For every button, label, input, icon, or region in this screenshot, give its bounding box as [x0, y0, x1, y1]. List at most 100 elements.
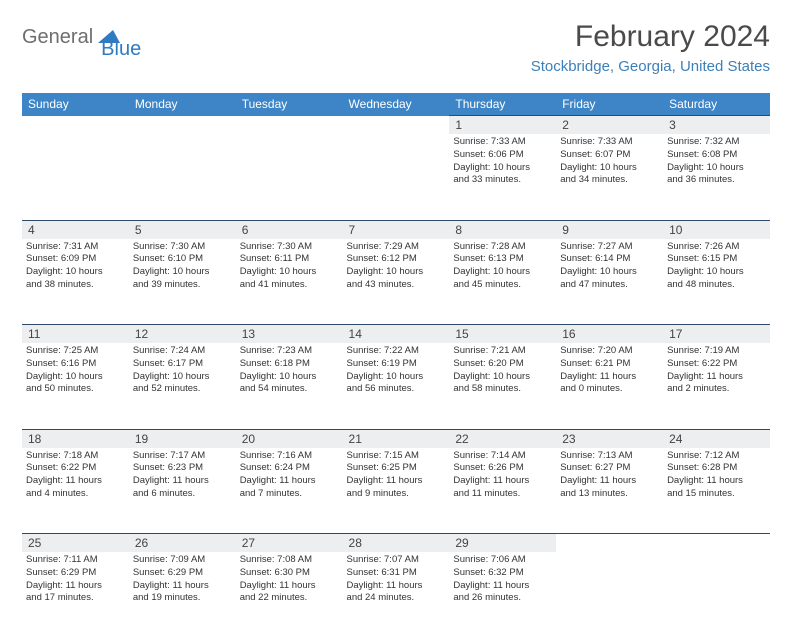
day-cell — [343, 134, 450, 220]
day-detail-line: Sunrise: 7:08 AM — [240, 554, 339, 567]
day-detail-line: Daylight: 10 hours — [26, 266, 125, 279]
day-number: 27 — [236, 534, 343, 553]
day-cell — [236, 134, 343, 220]
day-number: 9 — [556, 220, 663, 239]
day-detail-line: and 33 minutes. — [453, 174, 552, 187]
day-number: 13 — [236, 325, 343, 344]
day-number: 21 — [343, 429, 450, 448]
day-detail-line: Daylight: 10 hours — [26, 371, 125, 384]
day-cell: Sunrise: 7:14 AMSunset: 6:26 PMDaylight:… — [449, 448, 556, 534]
day-number: 25 — [22, 534, 129, 553]
day-number — [663, 534, 770, 553]
dayname-header: Friday — [556, 93, 663, 116]
day-detail-line: and 36 minutes. — [667, 174, 766, 187]
day-cell: Sunrise: 7:25 AMSunset: 6:16 PMDaylight:… — [22, 343, 129, 429]
day-detail-line: Sunset: 6:15 PM — [667, 253, 766, 266]
detail-row: Sunrise: 7:31 AMSunset: 6:09 PMDaylight:… — [22, 239, 770, 325]
day-detail-line: Sunrise: 7:23 AM — [240, 345, 339, 358]
dayname-header: Wednesday — [343, 93, 450, 116]
day-number: 16 — [556, 325, 663, 344]
day-cell: Sunrise: 7:32 AMSunset: 6:08 PMDaylight:… — [663, 134, 770, 220]
day-number — [343, 116, 450, 135]
day-detail-line: Sunrise: 7:30 AM — [133, 241, 232, 254]
day-detail-line: Sunset: 6:22 PM — [667, 358, 766, 371]
day-cell: Sunrise: 7:13 AMSunset: 6:27 PMDaylight:… — [556, 448, 663, 534]
day-detail-line: and 17 minutes. — [26, 592, 125, 605]
day-number: 3 — [663, 116, 770, 135]
detail-row: Sunrise: 7:25 AMSunset: 6:16 PMDaylight:… — [22, 343, 770, 429]
day-detail-line: Sunrise: 7:15 AM — [347, 450, 446, 463]
day-detail-line: and 47 minutes. — [560, 279, 659, 292]
day-cell: Sunrise: 7:22 AMSunset: 6:19 PMDaylight:… — [343, 343, 450, 429]
day-number: 7 — [343, 220, 450, 239]
day-detail-line: Daylight: 10 hours — [347, 371, 446, 384]
day-detail-line: Daylight: 11 hours — [26, 475, 125, 488]
day-detail-line: Sunrise: 7:24 AM — [133, 345, 232, 358]
day-detail-line: and 41 minutes. — [240, 279, 339, 292]
day-detail-line: Daylight: 11 hours — [133, 580, 232, 593]
day-cell: Sunrise: 7:24 AMSunset: 6:17 PMDaylight:… — [129, 343, 236, 429]
day-number: 2 — [556, 116, 663, 135]
day-detail-line: Daylight: 11 hours — [240, 580, 339, 593]
day-detail-line: and 26 minutes. — [453, 592, 552, 605]
day-cell: Sunrise: 7:08 AMSunset: 6:30 PMDaylight:… — [236, 552, 343, 638]
day-detail-line: Daylight: 11 hours — [453, 475, 552, 488]
day-detail-line: Sunset: 6:25 PM — [347, 462, 446, 475]
day-detail-line: Sunrise: 7:32 AM — [667, 136, 766, 149]
day-detail-line: Sunrise: 7:13 AM — [560, 450, 659, 463]
day-number: 19 — [129, 429, 236, 448]
day-detail-line: Sunset: 6:28 PM — [667, 462, 766, 475]
day-detail-line: Sunset: 6:16 PM — [26, 358, 125, 371]
day-number: 29 — [449, 534, 556, 553]
day-cell: Sunrise: 7:31 AMSunset: 6:09 PMDaylight:… — [22, 239, 129, 325]
day-detail-line: and 50 minutes. — [26, 383, 125, 396]
day-detail-line: Sunset: 6:26 PM — [453, 462, 552, 475]
day-detail-line: Daylight: 11 hours — [240, 475, 339, 488]
calendar-table: SundayMondayTuesdayWednesdayThursdayFrid… — [22, 93, 770, 638]
day-detail-line: and 52 minutes. — [133, 383, 232, 396]
day-detail-line: Daylight: 10 hours — [240, 371, 339, 384]
day-detail-line: Sunrise: 7:09 AM — [133, 554, 232, 567]
day-detail-line: Daylight: 11 hours — [347, 475, 446, 488]
day-number — [556, 534, 663, 553]
day-detail-line: Daylight: 11 hours — [560, 371, 659, 384]
day-detail-line: Sunrise: 7:11 AM — [26, 554, 125, 567]
dayname-row: SundayMondayTuesdayWednesdayThursdayFrid… — [22, 93, 770, 116]
logo-text-blue: Blue — [101, 38, 141, 61]
day-cell: Sunrise: 7:12 AMSunset: 6:28 PMDaylight:… — [663, 448, 770, 534]
dayname-header: Saturday — [663, 93, 770, 116]
day-cell: Sunrise: 7:07 AMSunset: 6:31 PMDaylight:… — [343, 552, 450, 638]
day-number: 14 — [343, 325, 450, 344]
day-detail-line: Sunset: 6:23 PM — [133, 462, 232, 475]
day-cell: Sunrise: 7:28 AMSunset: 6:13 PMDaylight:… — [449, 239, 556, 325]
day-number: 17 — [663, 325, 770, 344]
day-number: 1 — [449, 116, 556, 135]
day-detail-line: Sunset: 6:07 PM — [560, 149, 659, 162]
detail-row: Sunrise: 7:18 AMSunset: 6:22 PMDaylight:… — [22, 448, 770, 534]
day-detail-line: Sunrise: 7:20 AM — [560, 345, 659, 358]
day-cell: Sunrise: 7:30 AMSunset: 6:10 PMDaylight:… — [129, 239, 236, 325]
day-detail-line: Daylight: 10 hours — [453, 266, 552, 279]
day-detail-line: Daylight: 10 hours — [133, 266, 232, 279]
day-detail-line: Sunset: 6:27 PM — [560, 462, 659, 475]
header: General Blue February 2024 Stockbridge, … — [22, 20, 770, 75]
day-detail-line: Sunrise: 7:27 AM — [560, 241, 659, 254]
day-detail-line: Sunrise: 7:18 AM — [26, 450, 125, 463]
day-detail-line: and 58 minutes. — [453, 383, 552, 396]
day-detail-line: Sunrise: 7:16 AM — [240, 450, 339, 463]
day-detail-line: Daylight: 10 hours — [667, 266, 766, 279]
day-detail-line: Sunset: 6:18 PM — [240, 358, 339, 371]
day-detail-line: and 4 minutes. — [26, 488, 125, 501]
day-detail-line: Sunset: 6:08 PM — [667, 149, 766, 162]
day-detail-line: Sunset: 6:31 PM — [347, 567, 446, 580]
day-number: 8 — [449, 220, 556, 239]
day-number: 11 — [22, 325, 129, 344]
day-detail-line: Daylight: 10 hours — [133, 371, 232, 384]
day-number: 23 — [556, 429, 663, 448]
dayname-header: Thursday — [449, 93, 556, 116]
day-cell: Sunrise: 7:15 AMSunset: 6:25 PMDaylight:… — [343, 448, 450, 534]
day-number: 22 — [449, 429, 556, 448]
day-detail-line: and 19 minutes. — [133, 592, 232, 605]
day-number: 5 — [129, 220, 236, 239]
day-detail-line: Sunset: 6:13 PM — [453, 253, 552, 266]
